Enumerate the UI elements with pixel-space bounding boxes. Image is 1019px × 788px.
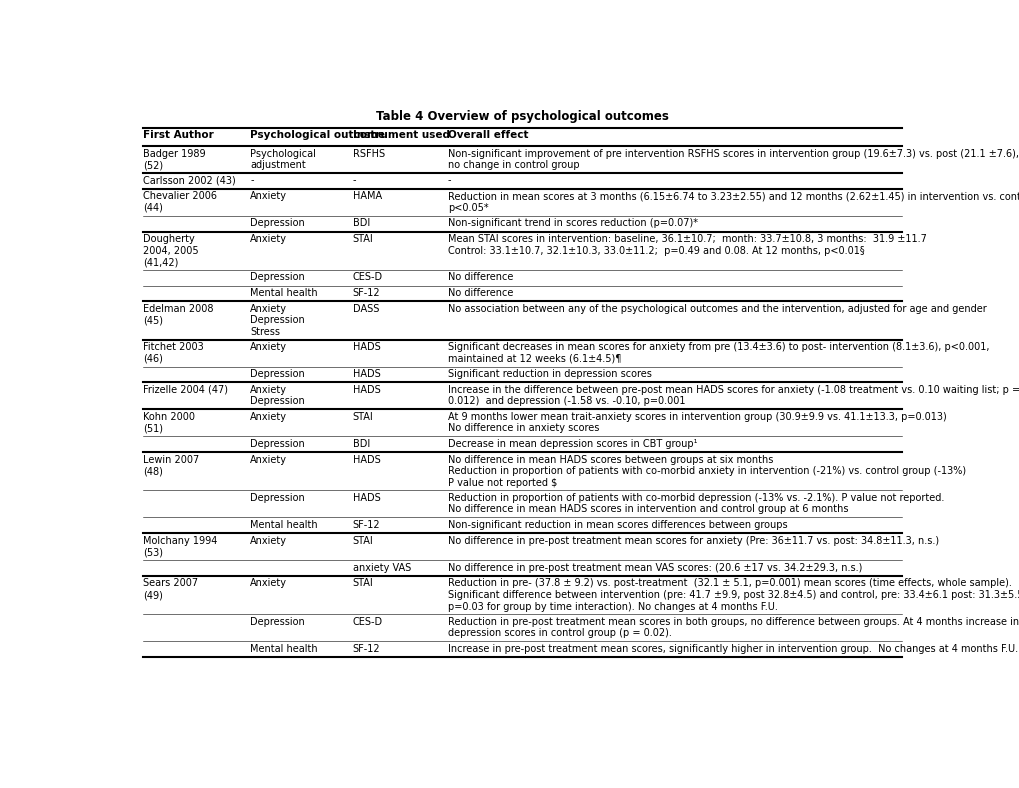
Text: STAI: STAI xyxy=(353,412,373,422)
Text: Anxiety
Depression: Anxiety Depression xyxy=(250,385,305,407)
Text: Depression: Depression xyxy=(250,439,305,449)
Text: anxiety VAS: anxiety VAS xyxy=(353,563,411,573)
Text: RSFHS: RSFHS xyxy=(353,149,384,158)
Text: Reduction in proportion of patients with co-morbid depression (-13% vs. -2.1%). : Reduction in proportion of patients with… xyxy=(447,493,944,515)
Text: Depression: Depression xyxy=(250,218,305,229)
Text: Badger 1989
(52): Badger 1989 (52) xyxy=(143,149,206,170)
Text: Anxiety: Anxiety xyxy=(250,234,286,244)
Text: Mental health: Mental health xyxy=(250,288,317,298)
Text: Reduction in mean scores at 3 months (6.15±6.74 to 3.23±2.55) and 12 months (2.6: Reduction in mean scores at 3 months (6.… xyxy=(447,191,1019,213)
Text: Anxiety: Anxiety xyxy=(250,191,286,202)
Text: -: - xyxy=(447,176,450,185)
Text: Lewin 2007
(48): Lewin 2007 (48) xyxy=(143,455,200,476)
Text: HADS: HADS xyxy=(353,342,380,352)
Text: Frizelle 2004 (47): Frizelle 2004 (47) xyxy=(143,385,228,395)
Text: Anxiety: Anxiety xyxy=(250,536,286,545)
Text: -: - xyxy=(250,176,254,185)
Text: Mental health: Mental health xyxy=(250,644,317,654)
Text: Depression: Depression xyxy=(250,493,305,503)
Text: SF-12: SF-12 xyxy=(353,288,380,298)
Text: HADS: HADS xyxy=(353,385,380,395)
Text: No difference: No difference xyxy=(447,273,513,282)
Text: CES-D: CES-D xyxy=(353,617,382,626)
Text: STAI: STAI xyxy=(353,234,373,244)
Text: HADS: HADS xyxy=(353,455,380,465)
Text: No difference in pre-post treatment mean scores for anxiety (Pre: 36±11.7 vs. po: No difference in pre-post treatment mean… xyxy=(447,536,937,545)
Text: Overall effect: Overall effect xyxy=(447,130,528,140)
Text: Anxiety: Anxiety xyxy=(250,455,286,465)
Text: Kohn 2000
(51): Kohn 2000 (51) xyxy=(143,412,195,433)
Text: Anxiety
Depression
Stress: Anxiety Depression Stress xyxy=(250,304,305,337)
Text: Non-significant trend in scores reduction (p=0.07)*: Non-significant trend in scores reductio… xyxy=(447,218,697,229)
Text: Fitchet 2003
(46): Fitchet 2003 (46) xyxy=(143,342,204,364)
Text: Mental health: Mental health xyxy=(250,520,317,530)
Text: Instrument used: Instrument used xyxy=(353,130,449,140)
Text: Anxiety: Anxiety xyxy=(250,578,286,589)
Text: STAI: STAI xyxy=(353,536,373,545)
Text: Anxiety: Anxiety xyxy=(250,342,286,352)
Text: Non-significant reduction in mean scores differences between groups: Non-significant reduction in mean scores… xyxy=(447,520,787,530)
Text: Depression: Depression xyxy=(250,369,305,379)
Text: Psychological
adjustment: Psychological adjustment xyxy=(250,149,316,170)
Text: Increase in pre-post treatment mean scores, significantly higher in intervention: Increase in pre-post treatment mean scor… xyxy=(447,644,1017,654)
Text: Reduction in pre-post treatment mean scores in both groups, no difference betwee: Reduction in pre-post treatment mean sco… xyxy=(447,617,1018,638)
Text: Dougherty
2004, 2005
(41,42): Dougherty 2004, 2005 (41,42) xyxy=(143,234,199,267)
Text: Reduction in pre- (37.8 ± 9.2) vs. post-treatment  (32.1 ± 5.1, p=0.001) mean sc: Reduction in pre- (37.8 ± 9.2) vs. post-… xyxy=(447,578,1019,611)
Text: SF-12: SF-12 xyxy=(353,520,380,530)
Text: No association between any of the psychological outcomes and the intervention, a: No association between any of the psycho… xyxy=(447,304,985,314)
Text: Molchany 1994
(53): Molchany 1994 (53) xyxy=(143,536,217,557)
Text: Carlsson 2002 (43): Carlsson 2002 (43) xyxy=(143,176,235,185)
Text: Anxiety: Anxiety xyxy=(250,412,286,422)
Text: Edelman 2008
(45): Edelman 2008 (45) xyxy=(143,304,214,325)
Text: At 9 months lower mean trait-anxiety scores in intervention group (30.9±9.9 vs. : At 9 months lower mean trait-anxiety sco… xyxy=(447,412,946,433)
Text: HADS: HADS xyxy=(353,493,380,503)
Text: Significant decreases in mean scores for anxiety from pre (13.4±3.6) to post- in: Significant decreases in mean scores for… xyxy=(447,342,988,364)
Text: CES-D: CES-D xyxy=(353,273,382,282)
Text: Significant reduction in depression scores: Significant reduction in depression scor… xyxy=(447,369,651,379)
Text: HAMA: HAMA xyxy=(353,191,381,202)
Text: Increase in the difference between pre-post mean HADS scores for anxiety (-1.08 : Increase in the difference between pre-p… xyxy=(447,385,1019,407)
Text: Depression: Depression xyxy=(250,617,305,626)
Text: STAI: STAI xyxy=(353,578,373,589)
Text: SF-12: SF-12 xyxy=(353,644,380,654)
Text: -: - xyxy=(353,176,356,185)
Text: Chevalier 2006
(44): Chevalier 2006 (44) xyxy=(143,191,217,213)
Text: Psychological outcome: Psychological outcome xyxy=(250,130,384,140)
Text: Table 4 Overview of psychological outcomes: Table 4 Overview of psychological outcom… xyxy=(376,110,668,123)
Text: BDI: BDI xyxy=(353,439,370,449)
Text: Sears 2007
(49): Sears 2007 (49) xyxy=(143,578,199,600)
Text: First Author: First Author xyxy=(143,130,214,140)
Text: HADS: HADS xyxy=(353,369,380,379)
Text: Depression: Depression xyxy=(250,273,305,282)
Text: Decrease in mean depression scores in CBT group¹: Decrease in mean depression scores in CB… xyxy=(447,439,696,449)
Text: No difference in mean HADS scores between groups at six months
Reduction in prop: No difference in mean HADS scores betwee… xyxy=(447,455,965,488)
Text: DASS: DASS xyxy=(353,304,379,314)
Text: No difference in pre-post treatment mean VAS scores: (20.6 ±17 vs. 34.2±29.3, n.: No difference in pre-post treatment mean… xyxy=(447,563,861,573)
Text: Mean STAI scores in intervention: baseline, 36.1±10.7;  month: 33.7±10.8, 3 mont: Mean STAI scores in intervention: baseli… xyxy=(447,234,925,256)
Text: BDI: BDI xyxy=(353,218,370,229)
Text: No difference: No difference xyxy=(447,288,513,298)
Text: Non-significant improvement of pre intervention RSFHS scores in intervention gro: Non-significant improvement of pre inter… xyxy=(447,149,1018,170)
